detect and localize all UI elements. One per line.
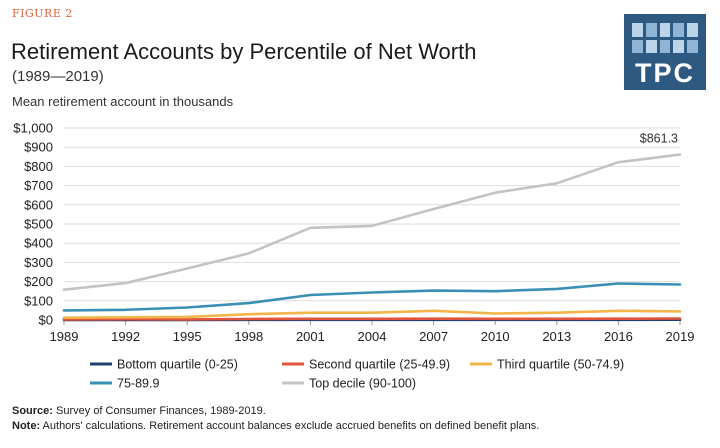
x-tick-label: 2019	[666, 329, 695, 344]
legend-label: Second quartile (25-49.9)	[309, 358, 450, 372]
logo-grid-icon	[632, 23, 698, 53]
note-text: Authors' calculations. Retirement accoun…	[40, 420, 540, 432]
source-text: Survey of Consumer Finances, 1989-2019.	[52, 405, 266, 417]
figure-label: FIGURE 2	[12, 7, 73, 20]
x-tick-label: 1989	[50, 329, 79, 344]
y-tick-label: $700	[24, 178, 53, 193]
y-tick-label: $200	[24, 274, 53, 289]
series-line-75-89-9	[62, 282, 682, 312]
y-tick-label: $1,000	[13, 121, 53, 136]
series-line-third-quartile-50-74-9	[62, 309, 682, 320]
y-tick-label: $900	[24, 140, 53, 155]
note-label: Note:	[12, 420, 41, 432]
note-line: Note: Authors' calculations. Retirement …	[12, 420, 539, 432]
chart-title: Retirement Accounts by Percentile of Net…	[11, 39, 477, 64]
y-axis-label: Mean retirement account in thousands	[12, 94, 234, 109]
x-tick-label: 2007	[419, 329, 448, 344]
source-line: Source: Survey of Consumer Finances, 198…	[12, 405, 266, 417]
legend-label: 75-89.9	[117, 377, 159, 391]
tpc-logo: TPC	[624, 14, 706, 90]
legend-label: Top decile (90-100)	[309, 377, 416, 391]
y-tick-label: $800	[24, 159, 53, 174]
x-tick-label: 2001	[296, 329, 325, 344]
x-tick-label: 2010	[481, 329, 510, 344]
x-tick-label: 2016	[604, 329, 633, 344]
y-tick-label: $300	[24, 255, 53, 270]
y-tick-label: $500	[24, 217, 53, 232]
y-tick-label: $0	[39, 313, 53, 328]
y-tick-label: $400	[24, 236, 53, 251]
legend-label: Bottom quartile (0-25)	[117, 358, 238, 372]
x-tick-label: 2004	[358, 329, 387, 344]
series-line-second-quartile-25-49-9	[62, 317, 682, 321]
line-chart: $0 $100 $200 $300 $400 $500 $600 $700 $800 $900 $1…	[13, 121, 695, 391]
legend-label: Third quartile (50-74.9)	[497, 358, 624, 372]
data-label: $861.3	[640, 132, 678, 146]
x-tick-label: 2013	[542, 329, 571, 344]
y-tick-label: $600	[24, 197, 53, 212]
x-tick-label: 1998	[234, 329, 263, 344]
series-line-top-decile-90-100	[62, 153, 682, 292]
x-tick-label: 1995	[173, 329, 202, 344]
x-tick-label: 1992	[111, 329, 140, 344]
y-tick-label: $100	[24, 293, 53, 308]
logo-text: TPC	[635, 58, 695, 88]
chart-subtitle: (1989—2019)	[12, 68, 104, 85]
source-label: Source:	[12, 405, 53, 417]
